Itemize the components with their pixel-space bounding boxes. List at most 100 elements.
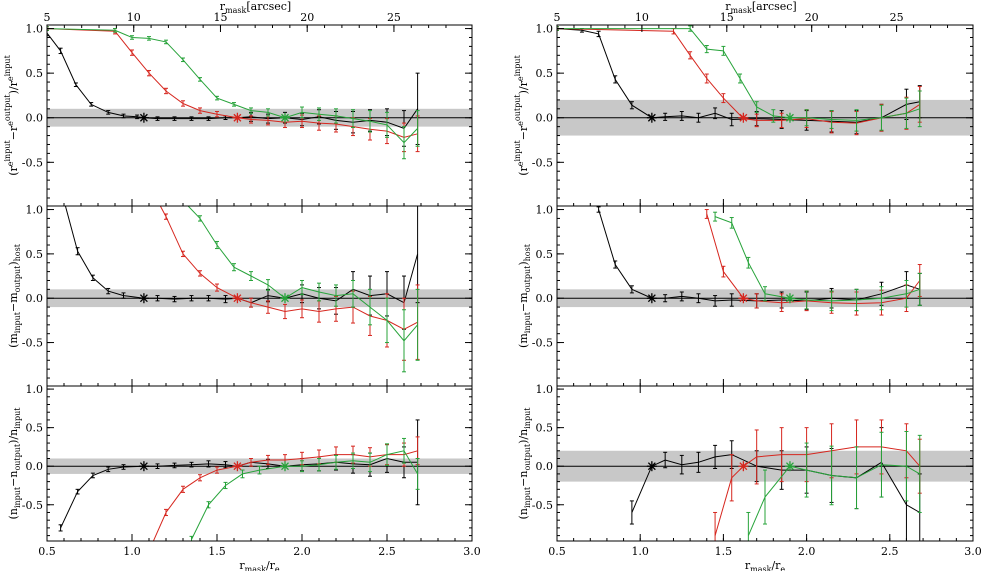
series-group <box>47 26 420 160</box>
label-subscript: output <box>13 265 22 292</box>
y-tick-label: 0.5 <box>26 422 44 435</box>
asterisk-marker-red <box>738 461 749 472</box>
asterisk-marker-black <box>138 293 149 304</box>
label-subscript: input <box>13 311 22 333</box>
y-axis-title: (ninput−noutput)/ninput <box>7 407 22 520</box>
top-x-tick-label: 10 <box>127 11 141 24</box>
y-tick-label: 0.5 <box>536 422 554 435</box>
y-tick-label: 0.0 <box>26 460 44 473</box>
series-line-black <box>598 209 920 302</box>
y-tick-label: 0.5 <box>536 67 554 80</box>
y-tick-label: 1.0 <box>536 383 554 396</box>
series-line-green <box>191 450 419 540</box>
label-subscript: mask <box>750 565 771 571</box>
x-tick-label: 3.0 <box>964 545 982 558</box>
asterisk-marker-black <box>646 461 657 472</box>
y-tick-label: 0.0 <box>26 292 44 305</box>
x-tick-label: 1.5 <box>715 545 733 558</box>
label-subscript: output <box>523 443 532 470</box>
series-line-green <box>187 206 418 342</box>
series-group <box>596 206 922 316</box>
y-tick-label: 0.5 <box>536 248 554 261</box>
asterisk-marker-green <box>784 112 795 123</box>
label-subscript: host <box>13 243 22 261</box>
label-subscript: output <box>13 443 22 470</box>
asterisk-marker-green <box>280 293 290 304</box>
top-x-tick-label: 20 <box>300 11 314 24</box>
x-tick-label: 0.5 <box>38 545 56 558</box>
asterisk-marker-black <box>646 293 657 304</box>
bottom-axis-title: rmask/re <box>239 559 280 571</box>
top-x-tick-label: 15 <box>720 11 734 24</box>
y-axis-title: (minput−moutput)host <box>517 243 532 348</box>
series-group <box>629 419 922 541</box>
panel-left-bottom: 1.0 0.5 0.0 -0.5 0.5 1.0 1.5 2.0 2.5 3.0 rmask/re (… <box>7 383 481 571</box>
asterisk-marker-black <box>138 112 149 123</box>
x-tick-label: 3.0 <box>463 545 481 558</box>
panel-frame <box>556 385 974 542</box>
label-subscript: input <box>523 407 532 429</box>
y-axis-title: (reinput−reoutput)/reinput <box>513 54 530 175</box>
y-tick-label: 1.0 <box>536 23 554 36</box>
y-tick-label: -0.5 <box>22 499 43 512</box>
label-subscript: mask <box>225 6 246 15</box>
series-line-green <box>714 216 920 302</box>
asterisk-marker-green <box>784 293 795 304</box>
asterisk-marker-red <box>232 293 243 304</box>
panel-right-middle: 1.0 0.5 0.0 -0.5(minput−moutput)host <box>517 204 974 387</box>
panel-right-top: 1.0 0.5 0.0 -0.5 5 10 15 20 25 rmask[arcsec] (rein… <box>513 0 974 207</box>
x-tick-label: 1.0 <box>631 545 649 558</box>
series-line-black <box>64 206 419 304</box>
x-tick-label: 0.5 <box>548 545 566 558</box>
label-subscript: host <box>523 243 532 261</box>
y-tick-label: 0.0 <box>536 112 554 125</box>
asterisk-marker-black <box>646 112 657 123</box>
top-x-tick-label: 15 <box>213 11 227 24</box>
label-subscript: e <box>275 565 280 571</box>
y-tick-label: 1.0 <box>536 204 554 217</box>
y-tick-label: -0.5 <box>532 337 553 350</box>
x-tick-label: 1.0 <box>123 545 141 558</box>
y-axis-title: (ninput−noutput)/ninput <box>517 407 532 520</box>
asterisk-marker-red <box>738 112 749 123</box>
x-tick-label: 2.0 <box>798 545 816 558</box>
panel-right-bottom: 1.0 0.5 0.0 -0.5 0.5 1.0 1.5 2.0 2.5 3.0 rmask/re (… <box>517 383 982 571</box>
y-tick-label: 0.5 <box>26 248 44 261</box>
y-tick-label: 0.0 <box>26 112 44 125</box>
panel-left-middle: 1.0 0.5 0.0 -0.5(minput−moutput)host <box>7 204 473 387</box>
bottom-axis-title: rmask/re <box>745 559 786 571</box>
asterisk-marker-green <box>784 461 795 472</box>
top-axis-title: rmask[arcsec] <box>725 0 796 15</box>
top-x-tick-label: 5 <box>554 11 561 24</box>
asterisk-marker-black <box>138 461 149 472</box>
asterisk-marker-green <box>280 112 290 123</box>
y-axis-title: (reinput−reoutput)/reinput <box>3 54 20 175</box>
asterisk-marker-red <box>232 461 243 472</box>
top-x-tick-label: 5 <box>44 11 51 24</box>
top-x-tick-label: 10 <box>635 11 649 24</box>
y-tick-label: 1.0 <box>26 383 44 396</box>
series-line-green <box>557 28 920 121</box>
x-tick-label: 2.5 <box>881 545 899 558</box>
y-tick-label: 0.5 <box>26 67 44 80</box>
series-line-red <box>47 28 418 138</box>
label-subscript: input <box>523 311 532 333</box>
top-axis-title: rmask[arcsec] <box>220 0 291 15</box>
y-tick-label: -0.5 <box>532 156 553 169</box>
top-x-tick-label: 25 <box>387 11 401 24</box>
label-subscript: input <box>523 486 532 508</box>
panel-frame <box>46 385 473 542</box>
y-axis-title: (minput−moutput)host <box>7 243 22 348</box>
y-tick-label: 1.0 <box>26 23 44 36</box>
y-tick-label: -0.5 <box>22 337 43 350</box>
top-x-tick-label: 25 <box>890 11 904 24</box>
label-subscript: input <box>13 486 22 508</box>
x-tick-label: 2.5 <box>378 545 396 558</box>
y-tick-label: -0.5 <box>532 499 553 512</box>
y-tick-label: -0.5 <box>22 156 43 169</box>
series-line-green <box>47 28 418 144</box>
label-subscript: mask <box>731 6 752 15</box>
y-tick-label: 0.0 <box>536 292 554 305</box>
asterisk-marker-red <box>738 293 749 304</box>
